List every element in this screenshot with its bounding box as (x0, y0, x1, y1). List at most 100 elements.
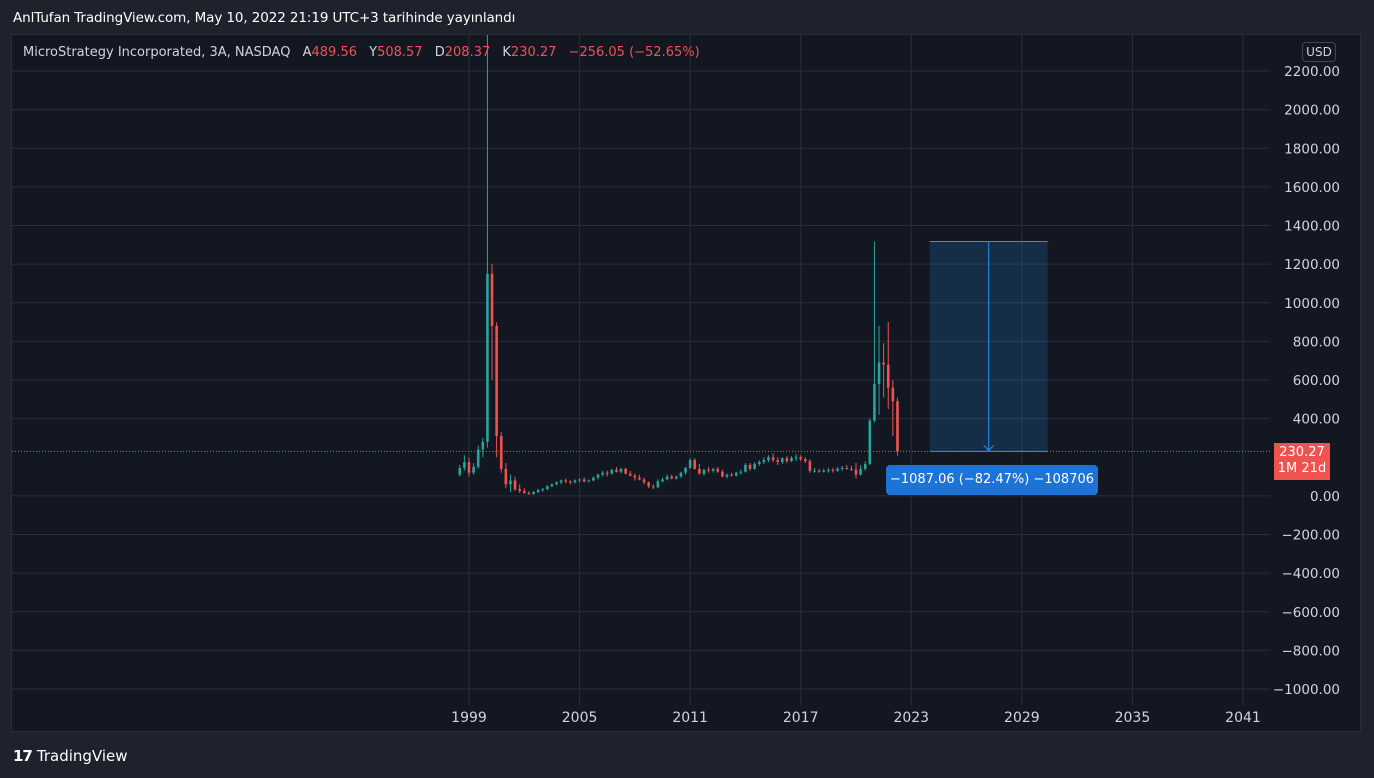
candle-body (753, 464, 756, 469)
series-legend: MicroStrategy Incorporated, 3A, NASDAQ A… (23, 45, 700, 60)
tradingview-logo-icon: 17 (13, 747, 33, 765)
candle-body (794, 457, 798, 459)
candle-body (633, 475, 637, 478)
candle-body (656, 481, 660, 488)
candle-body (831, 469, 835, 471)
candle-body (776, 460, 779, 463)
legend-high-value: 508.57 (377, 45, 423, 60)
candle-body (499, 436, 503, 469)
candle-body (854, 469, 858, 475)
x-tick-label: 2023 (893, 710, 929, 726)
candle-body (536, 490, 540, 493)
candle-body (739, 471, 743, 473)
arrow-down-icon (983, 445, 995, 452)
legend-close-value: 230.27 (510, 45, 557, 60)
candle-body (877, 362, 881, 384)
legend-low-value: 208.37 (444, 45, 491, 60)
candle-body (578, 479, 581, 481)
candle-body (642, 479, 646, 483)
axes: 2200.00 2000.00 1800.00 1600.00 1400.00 1200.… (451, 64, 1340, 726)
candle-body (716, 468, 720, 472)
candle-body (458, 467, 462, 475)
candle-body (619, 468, 623, 472)
x-tick-label: 2017 (783, 710, 819, 726)
candle-body (822, 470, 826, 472)
candle-body (490, 273, 494, 326)
candle-body (555, 482, 558, 485)
legend-close-label: K (502, 45, 511, 60)
candle-body (550, 484, 554, 487)
measure-tool (12, 240, 1270, 452)
candle-body (762, 460, 766, 463)
tradingview-logo[interactable]: 17 TradingView (13, 747, 128, 765)
candle-body (859, 468, 862, 475)
candle-body (573, 480, 577, 483)
candle-body (495, 325, 498, 437)
y-tick-label: 1200.00 (1284, 257, 1340, 273)
x-tick-label: 2011 (672, 710, 708, 726)
candle-body (546, 486, 549, 490)
candle-body (882, 362, 885, 365)
candle-body (721, 471, 724, 477)
candle-body (684, 467, 687, 473)
y-tick-label: 400.00 (1293, 412, 1340, 428)
last-price-tag: 230.27 1M 21d (1274, 443, 1330, 480)
candle-body (790, 458, 793, 462)
candle-body (780, 458, 784, 463)
candle-body (675, 476, 678, 479)
candle-body (624, 468, 627, 474)
y-tick-label: −800.00 (1281, 643, 1340, 659)
y-tick-label: 1600.00 (1284, 180, 1340, 196)
candle-body (582, 479, 586, 482)
candle-body (711, 468, 715, 471)
measure-result-label[interactable]: −1087.06 (−82.47%) −108706 (886, 465, 1098, 495)
candle-body (504, 468, 508, 485)
candle-body (845, 467, 849, 469)
y-tick-label: 800.00 (1293, 334, 1340, 350)
candle-body (564, 480, 568, 482)
candle-body (698, 468, 701, 474)
candle-body (817, 470, 821, 472)
x-tick-label: 1999 (451, 710, 487, 726)
currency-button[interactable]: USD (1302, 42, 1336, 62)
x-tick-label: 2041 (1225, 710, 1261, 726)
candle-body (896, 401, 899, 452)
legend-symbol: MicroStrategy Incorporated, 3A, NASDAQ (23, 45, 291, 60)
candle-body (615, 469, 618, 472)
y-tick-label: 1800.00 (1284, 141, 1340, 157)
candle-body (559, 480, 563, 483)
candle-body (638, 477, 641, 480)
legend-open-label: A (302, 45, 312, 60)
candle-body (647, 482, 650, 487)
candle-body (522, 491, 526, 493)
candle-body (509, 480, 512, 485)
candle-body (467, 462, 471, 473)
y-tick-label: 1400.00 (1284, 219, 1340, 235)
candle-body (785, 458, 789, 462)
y-tick-label: −200.00 (1281, 528, 1340, 544)
chart-pane[interactable] (11, 34, 1361, 732)
x-tick-label: 2035 (1115, 710, 1151, 726)
y-tick-label: −400.00 (1281, 566, 1340, 582)
y-tick-label: 0.00 (1310, 489, 1340, 505)
candle-body (840, 467, 844, 469)
candle-body (767, 457, 770, 461)
candle-body (891, 387, 895, 402)
candle-body (569, 481, 572, 483)
y-tick-label: 1000.00 (1284, 296, 1340, 312)
candle-body (799, 457, 803, 460)
candle-body (813, 470, 816, 472)
x-tick-label: 2029 (1004, 710, 1040, 726)
candle-body (472, 466, 475, 473)
candle-body (804, 459, 807, 462)
candle-body (481, 441, 485, 450)
candle-body (628, 473, 632, 476)
candle-body (868, 420, 872, 465)
candle-body (725, 474, 729, 477)
legend-open-value: 489.56 (311, 45, 358, 60)
candle-body (527, 492, 531, 494)
last-price-value: 230.27 (1279, 445, 1325, 460)
candle-body (748, 464, 752, 469)
candle-body (771, 457, 775, 461)
